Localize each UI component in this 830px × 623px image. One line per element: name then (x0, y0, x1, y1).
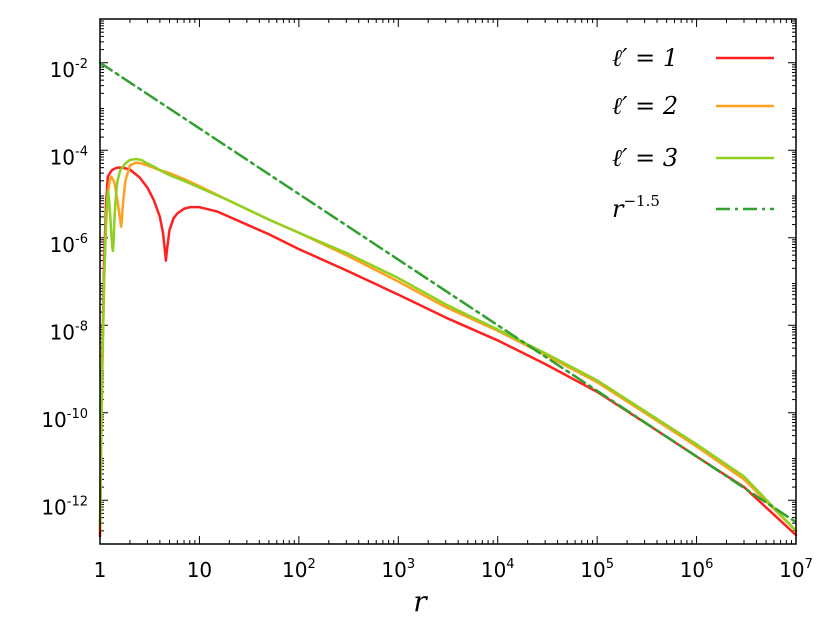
x-tick-label: 10 (187, 558, 212, 582)
x-tick-label: 103 (381, 557, 415, 582)
x-tick-label-exponent: 5 (606, 557, 614, 572)
y-tick-label: 10-4 (50, 144, 88, 169)
y-tick-label-exponent: -2 (75, 57, 88, 72)
legend: ℓ′ = 1 ℓ′ = 2 ℓ′ = 3 r−1.5 (612, 44, 774, 223)
x-tick-label-exponent: 7 (805, 557, 813, 572)
x-tick-label-base: 10 (580, 558, 605, 582)
x-tick-label-base: 10 (187, 558, 212, 582)
x-tick-label: 107 (779, 557, 813, 582)
y-tick-label: 10-10 (41, 407, 88, 432)
series-line-4 (98, 61, 798, 524)
legend-label-exponent: −1.5 (623, 192, 659, 210)
x-tick-label-base: 10 (282, 558, 307, 582)
x-tick-label-base: 10 (481, 558, 506, 582)
y-tick-label-base: 10 (41, 408, 66, 432)
x-tick-label-base: 10 (381, 558, 406, 582)
y-tick-label-base: 10 (50, 233, 75, 257)
legend-label-main: ℓ′ = 2 (612, 92, 678, 120)
series-line-1 (98, 166, 798, 538)
x-tick-label-exponent: 6 (705, 557, 713, 572)
x-tick-label: 102 (282, 557, 316, 582)
legend-label-main: ℓ′ = 3 (612, 144, 678, 172)
y-tick-label-base: 10 (50, 320, 75, 344)
x-tick-label: 1 (94, 558, 107, 582)
legend-label-2: ℓ′ = 2 (612, 92, 678, 120)
plot-area (98, 61, 798, 538)
legend-label-4: r−1.5 (612, 192, 660, 223)
series-line-3 (98, 157, 798, 533)
y-tick-label-exponent: -6 (75, 232, 88, 247)
legend-label-main: r (612, 195, 625, 223)
legend-label-1: ℓ′ = 1 (612, 44, 678, 72)
x-axis-label: r (413, 585, 428, 618)
x-tick-label-base: 1 (94, 558, 107, 582)
y-tick-label-exponent: -10 (67, 407, 88, 422)
y-tick-label-base: 10 (50, 58, 75, 82)
y-tick-label-exponent: -8 (75, 319, 88, 334)
y-tick-label-base: 10 (50, 145, 75, 169)
x-tick-label-exponent: 4 (506, 557, 514, 572)
x-tick-label-exponent: 2 (307, 557, 315, 572)
y-tick-label-exponent: -12 (67, 494, 88, 509)
x-tick-label-exponent: 3 (407, 557, 415, 572)
x-tick-label: 105 (580, 557, 614, 582)
x-tick-label: 104 (481, 557, 515, 582)
x-tick-label-base: 10 (779, 558, 804, 582)
x-tick-label-base: 10 (680, 558, 705, 582)
legend-label-main: ℓ′ = 1 (612, 44, 678, 72)
x-tick-label: 106 (680, 557, 714, 582)
y-tick-label-base: 10 (41, 495, 66, 519)
y-tick-label: 10-2 (50, 57, 88, 82)
y-tick-label-exponent: -4 (75, 144, 88, 159)
y-tick-label: 10-12 (41, 494, 88, 519)
legend-label-3: ℓ′ = 3 (612, 144, 678, 172)
y-tick-label: 10-8 (50, 319, 88, 344)
y-tick-label: 10-6 (50, 232, 88, 257)
plot-frame (99, 18, 797, 545)
